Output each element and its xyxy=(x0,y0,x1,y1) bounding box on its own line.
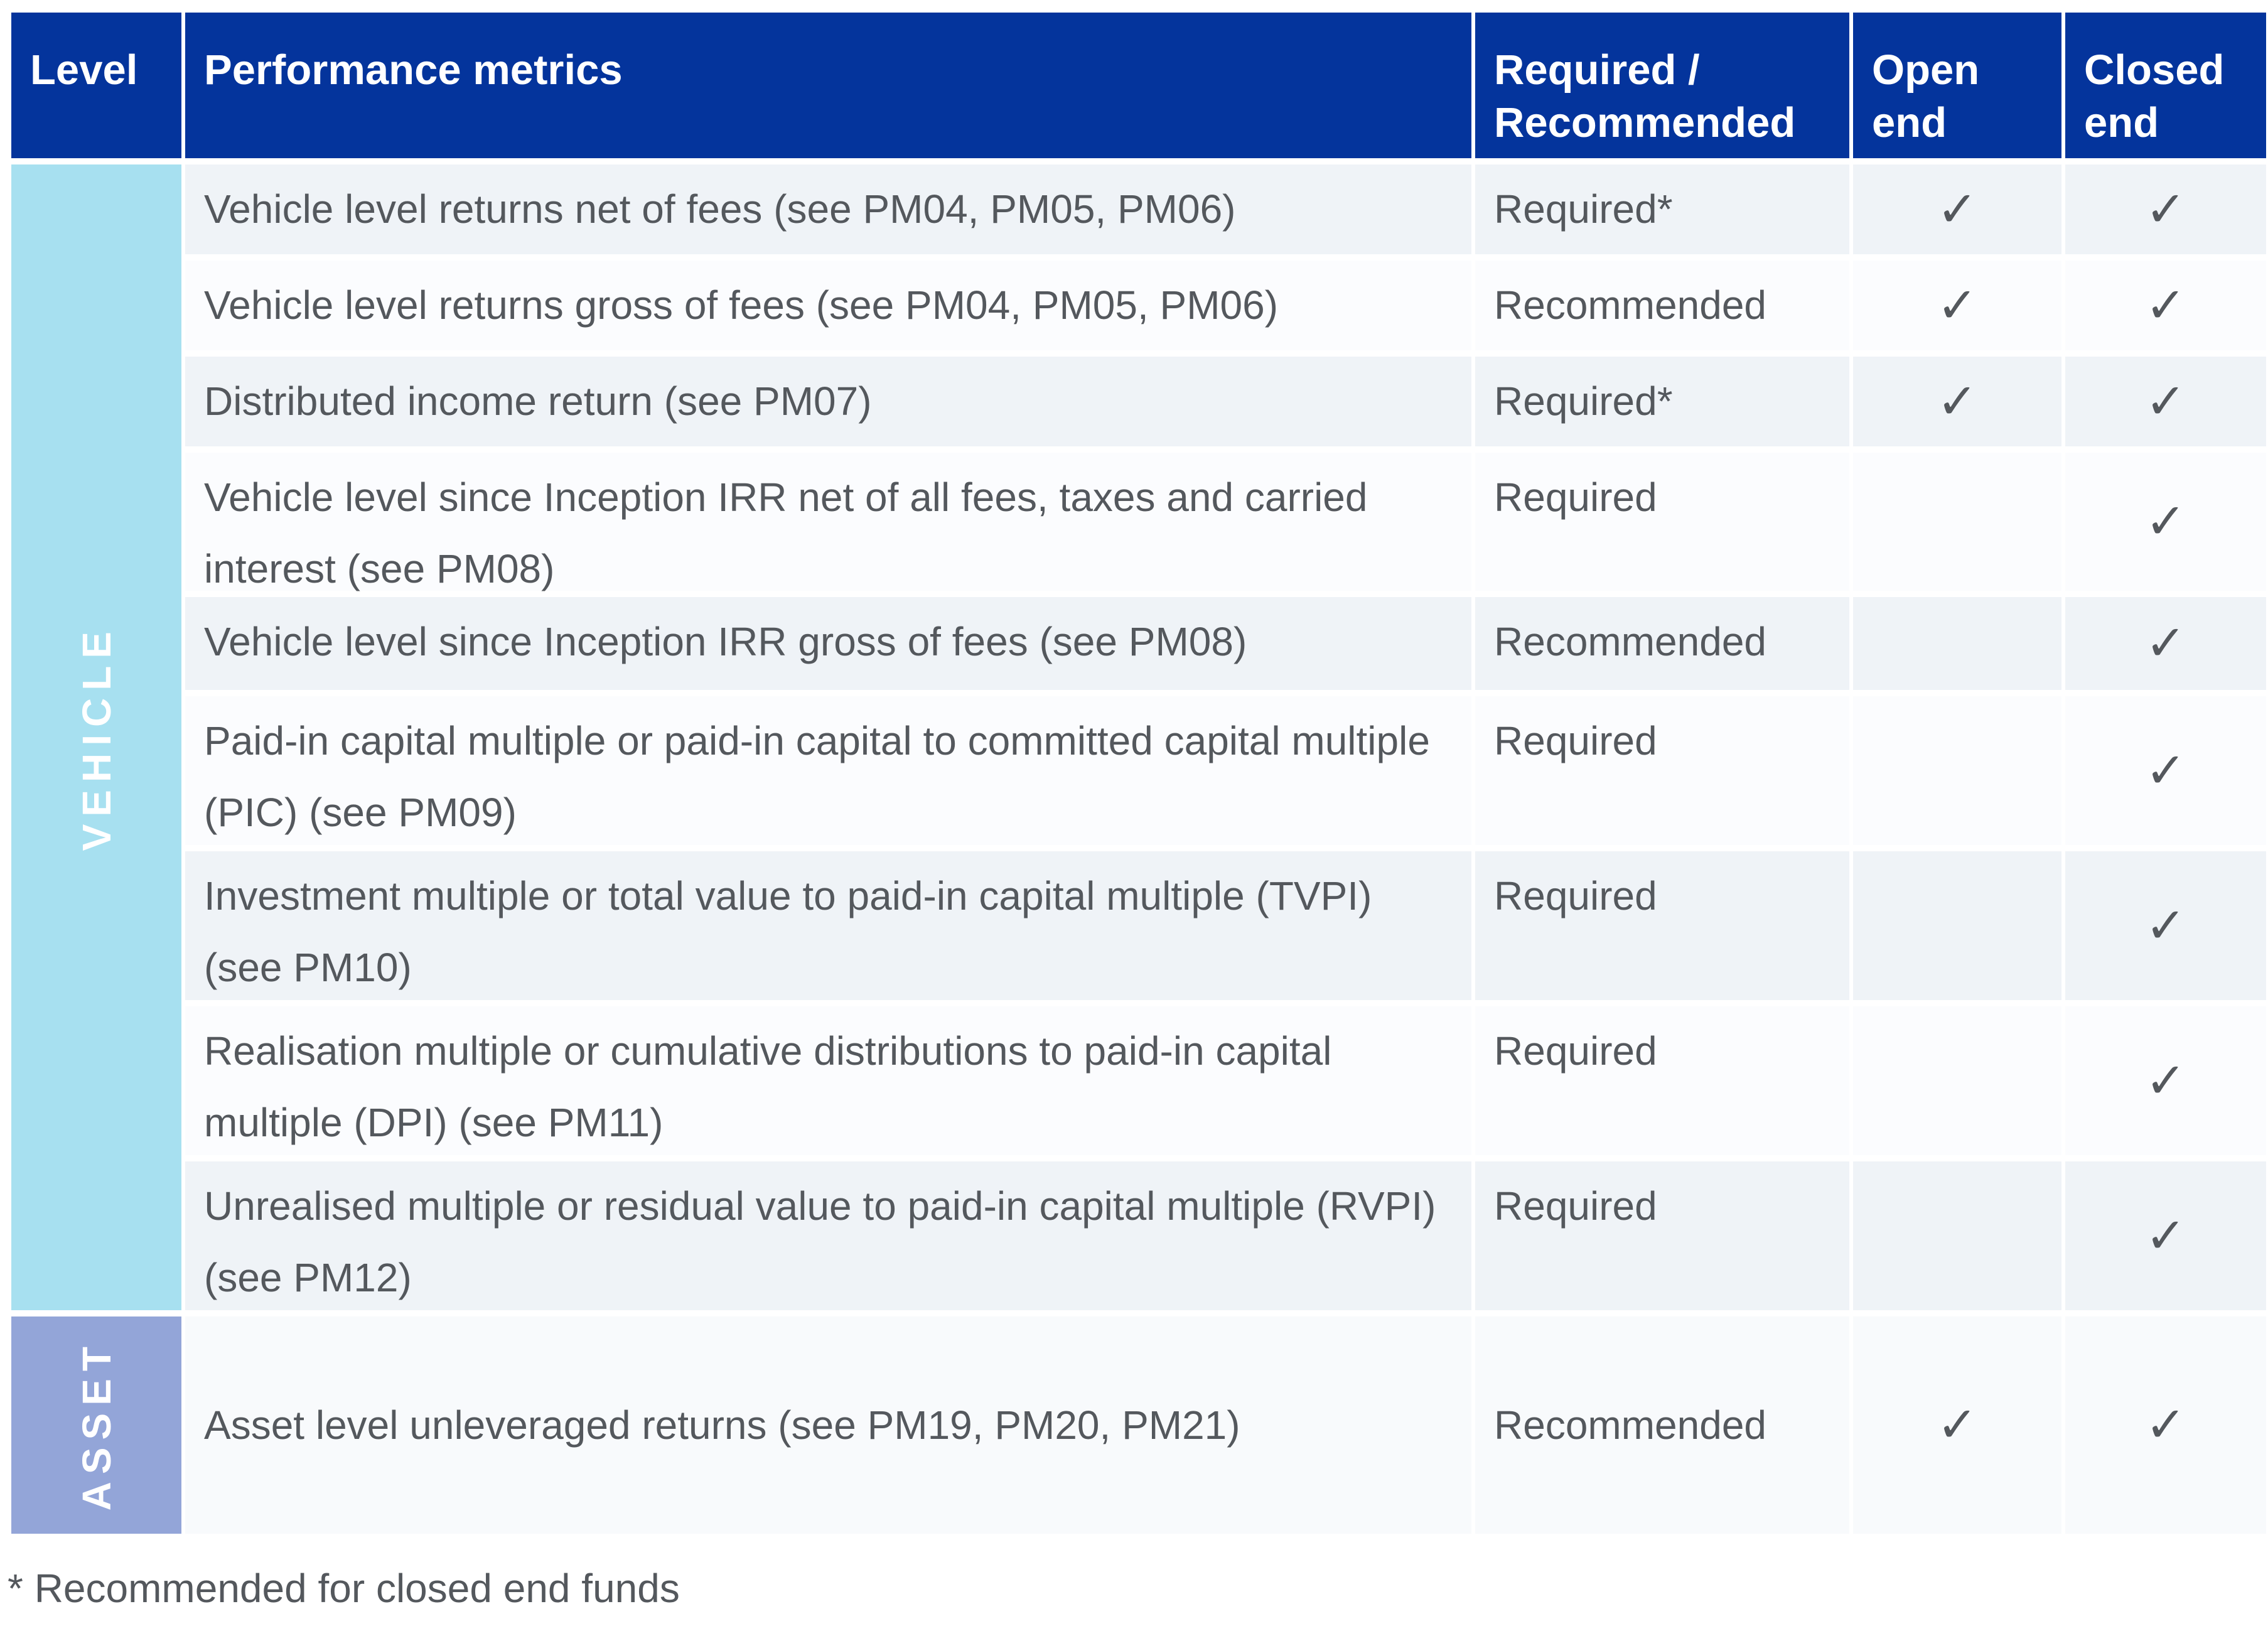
check-icon: ✓ xyxy=(2145,1207,2186,1264)
check-icon: ✓ xyxy=(2145,277,2186,334)
check-icon: ✓ xyxy=(2145,1397,2186,1453)
open-end-cell: ✓ xyxy=(1853,164,2061,254)
closed-end-cell: ✓ xyxy=(2065,851,2266,1000)
closed-end-cell: ✓ xyxy=(2065,696,2266,845)
metric-cell: Unrealised multiple or residual value to… xyxy=(185,1161,1471,1310)
metric-cell: Investment multiple or total value to pa… xyxy=(185,851,1471,1000)
metric-cell: Vehicle level returns gross of fees (see… xyxy=(185,261,1471,350)
requirement-cell: Required xyxy=(1475,851,1849,1000)
column-header-performance-metrics: Performance metrics xyxy=(185,13,1471,158)
open-end-cell: ✓ xyxy=(1853,261,2061,350)
closed-end-cell: ✓ xyxy=(2065,357,2266,446)
check-icon: ✓ xyxy=(2145,742,2186,799)
check-icon: ✓ xyxy=(2145,373,2186,430)
open-end-cell xyxy=(1853,597,2061,690)
open-end-cell: ✓ xyxy=(1853,357,2061,446)
metric-cell: Asset level unleveraged returns (see PM1… xyxy=(185,1316,1471,1534)
metric-cell: Realisation multiple or cumulative distr… xyxy=(185,1006,1471,1155)
asset-label-text: ASSET xyxy=(73,1339,119,1511)
closed-end-cell: ✓ xyxy=(2065,164,2266,254)
check-icon: ✓ xyxy=(2145,897,2186,954)
open-end-cell xyxy=(1853,1006,2061,1155)
section-label-vehicle: VEHICLE xyxy=(11,164,181,1310)
closed-end-cell: ✓ xyxy=(2065,453,2266,591)
metric-cell: Vehicle level returns net of fees (see P… xyxy=(185,164,1471,254)
closed-end-cell: ✓ xyxy=(2065,1006,2266,1155)
closed-end-cell: ✓ xyxy=(2065,1161,2266,1310)
open-end-cell xyxy=(1853,696,2061,845)
column-header-closed-end: Closed end xyxy=(2065,13,2266,158)
metric-cell: Distributed income return (see PM07) xyxy=(185,357,1471,446)
column-header-level: Level xyxy=(11,13,181,158)
column-header-required-recommended: Required / Recommended xyxy=(1475,13,1849,158)
check-icon: ✓ xyxy=(2145,615,2186,672)
column-header-open-end: Open end xyxy=(1853,13,2061,158)
check-icon: ✓ xyxy=(2145,493,2186,550)
closed-end-cell: ✓ xyxy=(2065,261,2266,350)
check-icon: ✓ xyxy=(1937,181,1978,238)
check-icon: ✓ xyxy=(2145,181,2186,238)
requirement-cell: Required xyxy=(1475,453,1849,591)
open-end-cell xyxy=(1853,1161,2061,1310)
requirement-cell: Recommended xyxy=(1475,1316,1849,1534)
open-end-cell xyxy=(1853,851,2061,1000)
check-icon: ✓ xyxy=(1937,277,1978,334)
requirement-cell: Required* xyxy=(1475,164,1849,254)
vehicle-label-text: VEHICLE xyxy=(73,623,119,851)
requirement-cell: Recommended xyxy=(1475,597,1849,690)
check-icon: ✓ xyxy=(1937,373,1978,430)
open-end-cell: ✓ xyxy=(1853,1316,2061,1534)
check-icon: ✓ xyxy=(2145,1052,2186,1109)
metric-cell: Vehicle level since Inception IRR net of… xyxy=(185,453,1471,591)
footnote: * Recommended for closed end funds xyxy=(8,1566,680,1611)
metric-cell: Paid-in capital multiple or paid-in capi… xyxy=(185,696,1471,845)
check-icon: ✓ xyxy=(1937,1397,1978,1453)
performance-metrics-table: Level Performance metrics Required / Rec… xyxy=(11,13,2266,1534)
closed-end-cell: ✓ xyxy=(2065,1316,2266,1534)
metric-cell: Vehicle level since Inception IRR gross … xyxy=(185,597,1471,690)
open-end-cell xyxy=(1853,453,2061,591)
requirement-cell: Required xyxy=(1475,696,1849,845)
requirement-cell: Required xyxy=(1475,1161,1849,1310)
section-label-asset: ASSET xyxy=(11,1316,181,1534)
requirement-cell: Recommended xyxy=(1475,261,1849,350)
requirement-cell: Required* xyxy=(1475,357,1849,446)
requirement-cell: Required xyxy=(1475,1006,1849,1155)
closed-end-cell: ✓ xyxy=(2065,597,2266,690)
